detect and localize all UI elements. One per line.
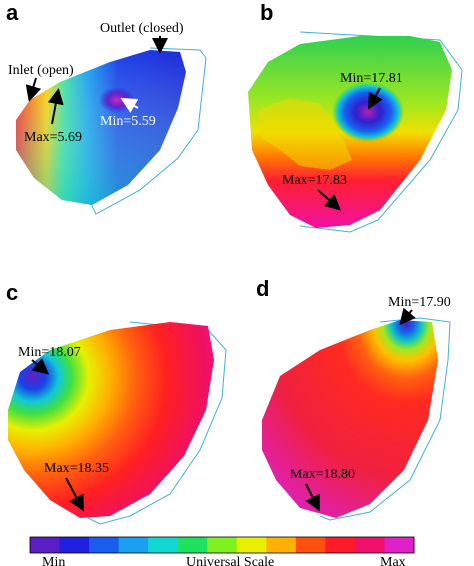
min-label-b: Min=17.81 — [340, 71, 403, 86]
max-label-a: Max=5.69 — [24, 130, 82, 145]
colorbar-cell — [148, 537, 179, 553]
colorbar-cell — [354, 537, 385, 553]
colorbar-cell — [177, 537, 208, 553]
outline-b — [299, 31, 463, 233]
colorbar-cell — [295, 537, 326, 553]
colorbar-cell — [266, 537, 297, 553]
outline-c — [87, 321, 227, 525]
colorbar-cell — [59, 537, 90, 553]
max-label-c: Max=18.35 — [44, 461, 109, 476]
colorbar-min-label: Min — [42, 555, 65, 566]
min-label-a: Min=5.59 — [100, 114, 156, 129]
panel-letter-b: b — [260, 0, 273, 25]
outlet-label: Outlet (closed) — [100, 21, 184, 36]
panel-letter-a: a — [6, 0, 19, 25]
outline-a — [91, 47, 207, 215]
colorbar-cell — [325, 537, 356, 553]
colorbar: Min Universal Scale Max — [29, 536, 415, 566]
panel-d: d Min=17.90 Max=18.80 — [256, 276, 451, 521]
panel-letter-d: d — [256, 276, 269, 301]
panel-a: a Outlet (closed) Inlet (open) Max=5.69 … — [6, 0, 207, 215]
min-label-d: Min=17.90 — [388, 295, 451, 310]
colorbar-max-label: Max — [380, 555, 406, 566]
panel-letter-c: c — [6, 280, 18, 305]
outline-d — [319, 317, 451, 521]
max-label-d: Max=18.80 — [290, 467, 355, 482]
min-spot-b — [332, 82, 404, 142]
min-spot-a — [99, 87, 135, 113]
colorbar-cell — [30, 537, 61, 553]
contour-field-d — [262, 320, 438, 518]
colorbar-title: Universal Scale — [186, 555, 274, 566]
panel-b: b Min=17.81 Max=17.83 — [248, 0, 463, 233]
max-label-b: Max=17.83 — [282, 173, 347, 188]
inlet-label: Inlet (open) — [8, 63, 74, 78]
panel-c: c Min=18.07 Max=18.35 — [6, 280, 227, 525]
colorbar-frame — [29, 536, 415, 554]
colorbar-cell — [118, 537, 149, 553]
min-label-c: Min=18.07 — [18, 345, 81, 360]
colorbar-cell — [89, 537, 120, 553]
colorbar-cell — [236, 537, 267, 553]
colorbar-cells — [30, 537, 415, 553]
colorbar-cell — [384, 537, 415, 553]
colorbar-cell — [207, 537, 238, 553]
contour-field-c — [8, 322, 214, 518]
